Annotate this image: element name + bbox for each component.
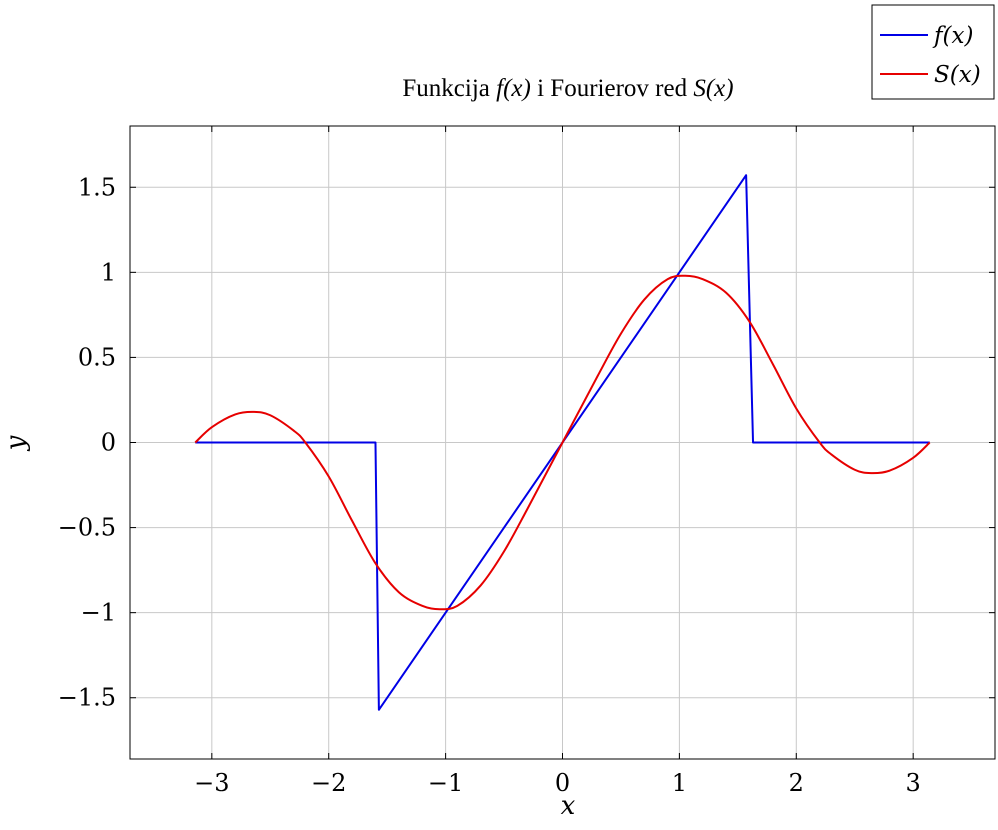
y-tick-label: −0.5: [58, 514, 116, 542]
x-tick-label: 0: [555, 769, 570, 797]
y-tick-label: −1.5: [58, 684, 116, 712]
chart-title: Funkcija f(x) i Fourierov red S(x): [402, 75, 733, 102]
x-tick-label: 2: [789, 769, 804, 797]
x-axis-label: x: [561, 791, 576, 821]
y-axis-label: y: [1, 435, 31, 451]
y-tick-label: 0.5: [78, 343, 116, 371]
legend: f(x) S(x): [871, 4, 995, 100]
series-line-s: [194, 274, 931, 611]
x-tick-label: −2: [311, 769, 346, 797]
y-tick-label: 1: [101, 258, 116, 286]
x-tick-label: 3: [906, 769, 921, 797]
legend-box: [871, 4, 995, 100]
y-tick-label: −1: [81, 599, 116, 627]
y-tick-label: 1.5: [78, 173, 116, 201]
legend-label-f: f(x): [932, 23, 973, 49]
y-tick-label: 0: [101, 429, 116, 457]
legend-label-s: S(x): [934, 62, 981, 88]
series-layer: [194, 174, 931, 711]
x-tick-label: −1: [428, 769, 463, 797]
x-tick-label: −3: [194, 769, 229, 797]
axis-ticks: −3 −2 −1 0 1 2 3 −1.5 −1 −0.5 0 0.5 1 1.5: [58, 126, 995, 797]
x-tick-label: 1: [672, 769, 687, 797]
